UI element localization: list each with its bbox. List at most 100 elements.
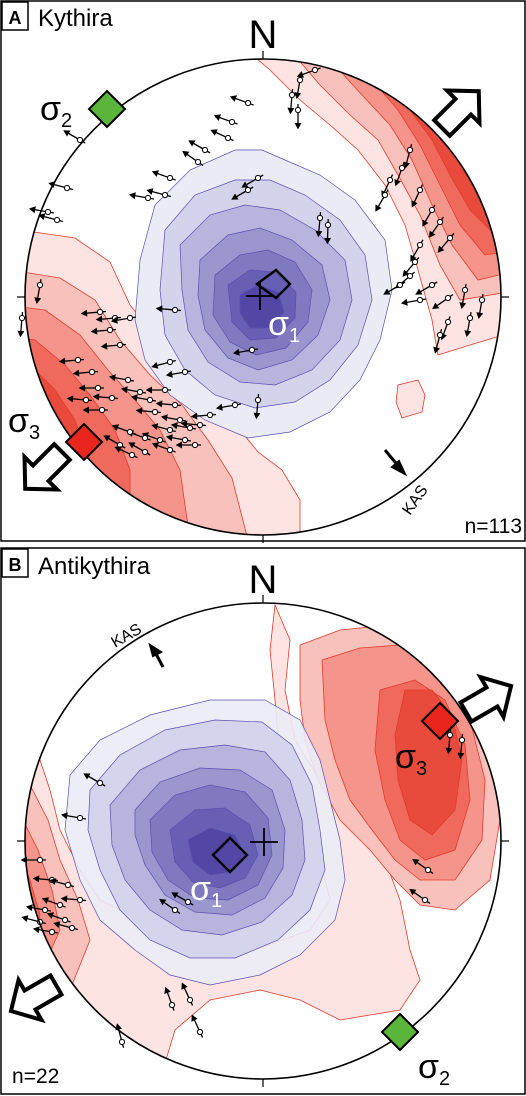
slip-vector-symbol: [60, 812, 87, 822]
slip-vector-symbol: [409, 888, 431, 904]
slip-vector-symbol: [146, 188, 171, 199]
slip-vector-symbol: [128, 442, 151, 456]
slip-vector-symbol: [92, 393, 119, 402]
slip-vector-symbol: [165, 434, 192, 444]
slip-vector-symbol: [66, 395, 93, 404]
slip-vector-symbol: [72, 368, 99, 377]
panel-b-site-name: Antikythira: [38, 553, 151, 580]
slip-vector-symbol: [459, 283, 469, 310]
slip-vector-symbol: [49, 878, 74, 889]
slip-vector-symbol: [25, 904, 52, 914]
panel-a-blue-contours: [134, 149, 393, 439]
slip-vector-symbol: [180, 420, 207, 429]
slip-vector-symbol: [175, 441, 201, 449]
panel-a-n-label: n=113: [465, 515, 522, 538]
slip-vector-symbol: [457, 733, 466, 760]
slip-vector-symbol: [294, 104, 302, 130]
slip-vector-symbol: [108, 374, 135, 384]
panel-a-sigma2-marker: [87, 89, 127, 129]
slip-vector-symbol: [120, 386, 147, 396]
slip-vector-symbol: [412, 858, 434, 874]
slip-vector-symbol: [155, 400, 182, 409]
slip-vector-symbol: [114, 446, 138, 459]
slip-vector-symbol: [437, 232, 455, 253]
panel-b-n-label: n=22: [12, 1065, 59, 1088]
slip-vector-symbol: [422, 204, 436, 227]
panel-a-north-label: N: [249, 13, 278, 57]
slip-vector-symbol: [78, 384, 104, 392]
panel-b-striae: [20, 728, 466, 1048]
panel-a-sigma3-label: σ3: [8, 402, 40, 444]
slip-vector-symbol: [58, 356, 85, 365]
slip-vector-symbol: [402, 256, 420, 277]
slip-vector-symbol: [63, 130, 86, 144]
slip-vector-symbol: [90, 326, 117, 335]
panel-b-sigma1-label: σ1: [190, 870, 222, 912]
panel-a: A Kythira N σ1 σ2 σ3 KAS n=113: [0, 0, 526, 543]
slip-vector-symbol: [188, 140, 211, 154]
slip-vector-symbol: [410, 239, 424, 262]
slip-vector-symbol: [241, 174, 264, 188]
panel-a-kas-arrow-head: [390, 459, 408, 477]
slip-vector-symbol: [375, 189, 389, 212]
panel-a-letter: A: [9, 8, 22, 28]
slip-vector-symbol: [294, 73, 304, 100]
panel-b-extension-arrow-ne: [457, 673, 514, 725]
slip-vector-symbol: [394, 162, 406, 187]
slip-vector-symbol: [82, 406, 108, 414]
slip-vector-symbol: [445, 728, 454, 755]
slip-vector-symbol: [315, 211, 324, 238]
slip-vector-symbol: [171, 892, 194, 906]
slip-vector-symbol: [145, 386, 171, 394]
panel-b-letter: B: [9, 555, 22, 575]
panel-b-sigma2-label: σ2: [418, 1048, 450, 1090]
slip-vector-symbol: [213, 114, 238, 126]
slip-vector-symbol: [191, 1014, 204, 1038]
panel-b-density-contours: [25, 603, 501, 1079]
slip-vector-symbol: [210, 129, 234, 142]
slip-vector-symbol: [253, 393, 262, 420]
slip-vector-symbol: [182, 150, 204, 166]
slip-vector-symbol: [400, 296, 427, 306]
slip-vector-symbol: [128, 192, 155, 202]
panel-a-sigma2-label: σ2: [40, 90, 72, 132]
slip-vector-symbol: [100, 341, 127, 350]
slip-vector-symbol: [41, 897, 66, 909]
panel-b-blue-contours: [64, 699, 346, 986]
slip-vector-symbol: [60, 895, 87, 904]
slip-vector-symbol: [170, 422, 197, 432]
slip-vector-symbol: [287, 88, 296, 115]
slip-vector-symbol: [110, 314, 137, 324]
slip-vector-symbol: [135, 407, 162, 416]
panel-b-sigma2-marker: [380, 1012, 420, 1052]
slip-vector-symbol: [34, 278, 44, 305]
slip-vector-symbol: [28, 206, 55, 216]
panel-b-letter-box: [1, 548, 29, 578]
panel-a-sigma1-marker: [254, 268, 292, 300]
slip-vector-symbol: [151, 170, 176, 182]
slip-vector-symbol: [151, 358, 176, 369]
slip-vector-symbol: [159, 898, 181, 914]
slip-vector-symbol: [403, 144, 414, 169]
slip-vector-symbol: [324, 218, 332, 245]
slip-vector-symbol: [415, 281, 438, 295]
slip-vector-symbol: [115, 1023, 126, 1048]
slip-vector-symbol: [411, 184, 424, 208]
panel-a-sigma1-label: σ1: [268, 305, 300, 347]
slip-vector-symbol: [476, 293, 486, 320]
slip-vector-symbol: [164, 986, 176, 1011]
slip-vector-symbol: [151, 423, 176, 434]
slip-vector-symbol: [215, 401, 242, 411]
panel-b: B Antikythira N σ1 σ3 σ2 KAS n=22: [0, 547, 526, 1095]
slip-vector-symbol: [151, 442, 176, 454]
slip-vector-symbol: [80, 308, 107, 317]
panel-a-sigma3-marker: [64, 422, 104, 462]
slip-vector-symbol: [229, 95, 254, 107]
panel-a-extension-arrow-ne: [431, 88, 482, 139]
panel-b-kas-arrow-head: [148, 642, 164, 658]
slip-vector-symbol: [17, 311, 26, 338]
slip-vector-symbol: [181, 982, 194, 1006]
panel-b-sigma3-marker: [420, 701, 460, 741]
slip-vector-symbol: [165, 368, 192, 378]
